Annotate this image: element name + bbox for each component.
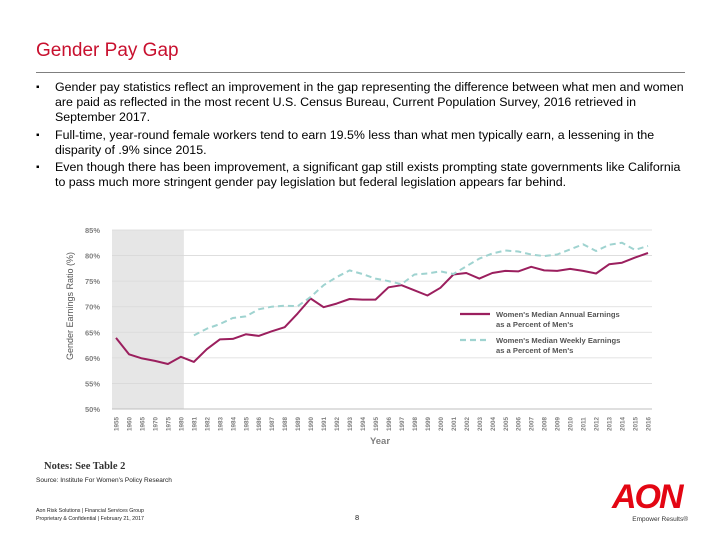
y-tick-label: 50% bbox=[85, 405, 100, 414]
x-tick-label: 1998 bbox=[412, 416, 419, 431]
x-tick-label: 2001 bbox=[451, 416, 458, 431]
x-tick-label: 1985 bbox=[243, 416, 250, 431]
bullet-item: ▪ Full-time, year-round female workers te… bbox=[36, 128, 688, 158]
x-tick-label: 2006 bbox=[516, 416, 523, 431]
bullet-text: Even though there has been improvement, … bbox=[55, 160, 681, 190]
x-tick-label: 1982 bbox=[204, 416, 211, 431]
x-axis-label: Year bbox=[370, 436, 390, 447]
x-tick-label: 2016 bbox=[646, 416, 653, 431]
x-tick-label: 1991 bbox=[321, 416, 328, 431]
y-tick-label: 75% bbox=[85, 277, 100, 286]
legend: Women's Median Annual Earnings as a Perce… bbox=[460, 310, 620, 355]
x-tick-label: 1995 bbox=[373, 416, 380, 431]
y-tick-labels: 50% 55% 60% 65% 70% 75% 80% 85% bbox=[85, 226, 100, 414]
x-tick-label: 1986 bbox=[256, 416, 263, 431]
x-tick-label: 1965 bbox=[139, 416, 146, 431]
x-tick-label: 1955 bbox=[114, 416, 121, 431]
x-tick-labels: 1955 1960 1965 1970 1975 1980 1981 1982 1983 1984… bbox=[114, 416, 653, 431]
annual-earnings-line bbox=[115, 252, 649, 365]
legend-label: Women's Median Weekly Earnings as a Perce… bbox=[496, 336, 620, 355]
chart-notes: Notes: See Table 2 bbox=[44, 461, 126, 472]
x-tick-label: 1988 bbox=[282, 416, 289, 431]
x-tick-label: 2009 bbox=[555, 416, 562, 431]
footer-line-1: Aon Risk Solutions | Financial Services … bbox=[36, 508, 144, 514]
x-tick-label: 1996 bbox=[386, 416, 393, 431]
x-tick-label: 1983 bbox=[217, 416, 224, 431]
bullet-text: Gender pay statistics reflect an improve… bbox=[55, 80, 684, 125]
x-tick-label: 1984 bbox=[230, 416, 237, 431]
bullet-text: Full-time, year-round female workers ten… bbox=[55, 127, 655, 157]
bullet-item: ▪ Even though there has been improvement,… bbox=[36, 160, 688, 190]
logo-tagline: Empower Results® bbox=[632, 516, 688, 523]
x-tick-label: 1987 bbox=[269, 416, 276, 431]
x-tick-label: 2008 bbox=[542, 416, 549, 431]
x-tick-label: 1997 bbox=[399, 416, 406, 431]
x-tick-label: 1981 bbox=[191, 416, 198, 431]
y-tick-label: 80% bbox=[85, 252, 100, 261]
x-tick-label: 1980 bbox=[178, 416, 185, 431]
x-tick-label: 1993 bbox=[347, 416, 354, 431]
x-tick-label: 1990 bbox=[308, 416, 315, 431]
x-tick-label: 2002 bbox=[464, 416, 471, 431]
x-tick-label: 2000 bbox=[438, 416, 445, 431]
x-tick-label: 1970 bbox=[152, 416, 159, 431]
y-tick-label: 55% bbox=[85, 379, 100, 388]
bullet-marker-icon: ▪ bbox=[36, 129, 40, 141]
footer-line-2: Proprietary & Confidential | February 21… bbox=[36, 515, 144, 522]
bullet-item: ▪ Gender pay statistics reflect an improv… bbox=[36, 80, 688, 126]
x-tick-label: 2003 bbox=[477, 416, 484, 431]
x-tick-label: 2015 bbox=[633, 416, 640, 431]
x-tick-label: 2012 bbox=[594, 416, 601, 431]
source-text: Source: Institute For Women's Policy Res… bbox=[36, 477, 172, 484]
slide-title: Gender Pay Gap bbox=[36, 40, 179, 61]
x-tick-label: 2013 bbox=[607, 416, 614, 431]
x-tick-label: 2004 bbox=[490, 416, 497, 431]
x-tick-label: 2005 bbox=[503, 416, 510, 431]
y-tick-label: 70% bbox=[85, 303, 100, 312]
x-tick-label: 2014 bbox=[620, 416, 627, 431]
page-number: 8 bbox=[355, 513, 360, 522]
series-lines bbox=[115, 241, 649, 365]
y-tick-label: 65% bbox=[85, 328, 100, 337]
x-tick-label: 1999 bbox=[425, 416, 432, 431]
x-tick-label: 2011 bbox=[581, 417, 588, 431]
x-tick-label: 2010 bbox=[568, 416, 575, 431]
aon-logo: AON Empower Results® bbox=[612, 480, 688, 523]
bullet-list: ▪ Gender pay statistics reflect an improv… bbox=[36, 80, 688, 192]
shaded-region-rect bbox=[112, 230, 184, 409]
shaded-region bbox=[112, 230, 184, 409]
x-tick-label: 1994 bbox=[360, 416, 367, 431]
title-divider bbox=[36, 72, 685, 73]
gridlines bbox=[112, 229, 652, 410]
x-tick-label: 2007 bbox=[529, 416, 536, 431]
x-tick-label: 1960 bbox=[126, 416, 133, 431]
x-tick-label: 1975 bbox=[165, 416, 172, 431]
x-tick-label: 1992 bbox=[334, 416, 341, 431]
footer-text: Aon Risk Solutions | Financial Services … bbox=[36, 508, 144, 523]
legend-label: Women's Median Annual Earnings as a Perce… bbox=[496, 310, 620, 329]
gender-earnings-chart: 50% 55% 60% 65% 70% 75% 80% 85% 1955 1960 1965 197… bbox=[65, 226, 653, 447]
aon-logo-text: AON bbox=[612, 478, 684, 516]
bullet-marker-icon: ▪ bbox=[36, 82, 40, 93]
bullet-marker-icon: ▪ bbox=[36, 162, 40, 174]
y-tick-label: 60% bbox=[85, 354, 100, 363]
x-tick-label: 1989 bbox=[295, 416, 302, 431]
y-tick-label: 85% bbox=[85, 226, 100, 235]
y-axis-label: Gender Earnings Ratio (%) bbox=[65, 252, 75, 360]
weekly-earnings-line bbox=[193, 241, 649, 337]
